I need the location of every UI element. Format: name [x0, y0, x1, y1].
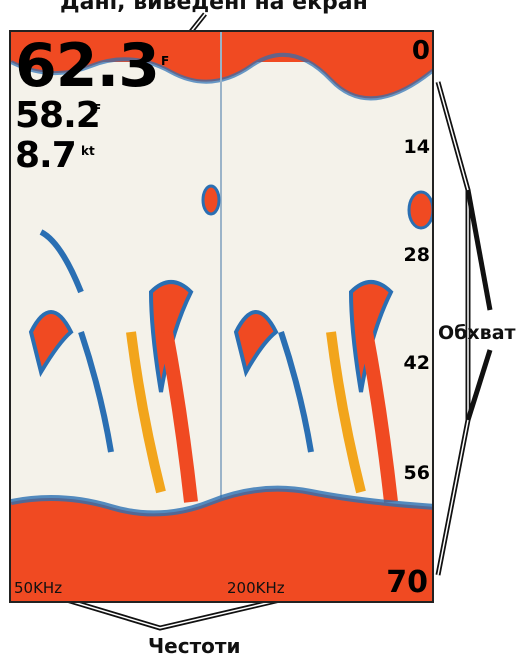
- air-temp-unit: F: [93, 102, 102, 116]
- depth-label-14: 14: [403, 136, 430, 158]
- fish-arches-right: [201, 184, 432, 503]
- frequencies-callout: Честоти: [148, 634, 241, 658]
- depth-label-28: 28: [403, 244, 430, 266]
- frequency-left: 50KHz: [14, 579, 63, 597]
- depth-label-0: 0: [411, 36, 430, 66]
- air-temperature: 58.2: [15, 95, 101, 136]
- speed-readout: 8.7: [15, 135, 77, 176]
- sonar-screen: 62.3 F 58.2 F 8.7 kt 0 14 28 42 56 70 50…: [9, 30, 434, 603]
- depth-label-56: 56: [403, 462, 430, 484]
- speed-unit: kt: [81, 144, 95, 158]
- depth-label-70: 70: [386, 565, 428, 600]
- bottom-band: [11, 488, 432, 601]
- frequency-right: 200KHz: [227, 579, 285, 597]
- displayed-data-callout: Дані, виведені на екран: [60, 0, 368, 15]
- water-temp-unit: F: [161, 54, 170, 68]
- range-callout: Обхват: [438, 322, 516, 344]
- sonar-returns: [11, 32, 432, 601]
- depth-label-42: 42: [403, 352, 430, 374]
- water-temperature: 62.3: [15, 31, 160, 101]
- fish-arches-left: [28, 229, 198, 503]
